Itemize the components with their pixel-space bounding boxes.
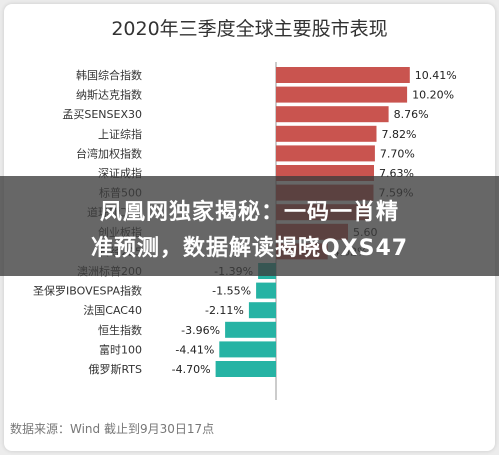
chart-title: 2020年三季度全球主要股市表现 [111, 18, 388, 40]
bar [276, 125, 377, 142]
value-label: 7.70% [380, 147, 415, 160]
value-label: -4.41% [175, 343, 214, 356]
bar [256, 282, 276, 299]
bar [276, 86, 408, 103]
category-label: 恒生指数 [98, 323, 142, 337]
bar [276, 145, 375, 162]
category-label: 台湾加权指数 [76, 146, 142, 160]
source-note: 数据来源：Wind 截止到9月30日17点 [10, 422, 215, 436]
promo-overlay-banner [0, 176, 499, 276]
value-label: -1.55% [212, 285, 251, 298]
category-label: 俄罗斯RTS [88, 363, 142, 376]
value-label: -2.11% [205, 304, 244, 317]
category-label: 纳斯达克指数 [76, 88, 142, 102]
bar [219, 341, 276, 358]
bar [248, 302, 276, 319]
category-label: 韩国综合指数 [76, 68, 142, 82]
bar [276, 106, 389, 123]
value-label: 7.82% [382, 128, 417, 141]
bar [215, 361, 276, 377]
value-label: 8.76% [394, 108, 429, 121]
bar [225, 321, 276, 338]
overlay-text-line-2: 准预测，数据解读揭晓QXS47 [90, 236, 409, 261]
category-label: 圣保罗IBOVESPA指数 [33, 284, 142, 298]
category-label: 上证综指 [98, 127, 142, 141]
category-label: 法国CAC40 [83, 303, 142, 317]
bar [276, 67, 410, 83]
value-label: 10.41% [415, 69, 457, 82]
value-label: -3.96% [181, 324, 220, 337]
category-label: 孟买SENSEX30 [62, 108, 142, 121]
category-label: 富时100 [99, 342, 142, 356]
value-label: -4.70% [172, 363, 211, 376]
value-label: 10.20% [412, 89, 454, 102]
overlay-text-line-1: 凤凰网独家揭秘：一码一肖精 [99, 200, 399, 225]
